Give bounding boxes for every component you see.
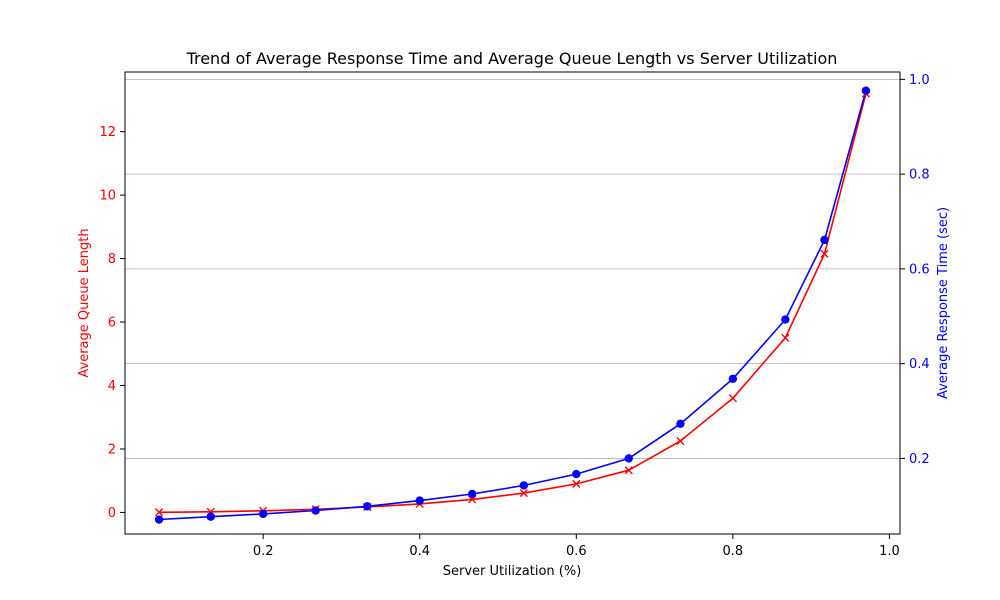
response-time-point (676, 419, 685, 429)
right-y-axis-label: Average Response Time (sec) (936, 207, 951, 399)
x-tick-label: 1.0 (879, 544, 900, 559)
grid-lines (125, 78, 900, 459)
right-y-tick-label: 0.6 (909, 262, 930, 277)
queue-length-point (781, 333, 790, 342)
chart-title: Trend of Average Response Time and Avera… (186, 49, 838, 68)
left-y-tick-label: 4 (108, 379, 116, 394)
queue-length-point (820, 249, 829, 258)
left-y-tick-label: 10 (99, 189, 116, 204)
x-tick-label: 0.8 (723, 544, 744, 559)
x-axis-ticks: 0.2 0.4 0.6 0.8 1.0 (253, 534, 900, 559)
plot-frame (124, 71, 901, 535)
right-y-tick-label: 0.2 (909, 452, 930, 467)
response-time-point (154, 515, 164, 524)
left-y-tick-label: 6 (108, 316, 116, 331)
x-axis-label: Server Utilization (%) (443, 564, 582, 579)
x-tick-label: 0.2 (253, 544, 274, 559)
response-time-series-line (159, 90, 867, 521)
series-markers (154, 86, 871, 524)
x-tick-label: 0.4 (409, 544, 430, 559)
queue-length-series-line (159, 93, 867, 514)
response-time-point (311, 506, 320, 515)
queue-length-point (519, 488, 528, 498)
queue-length-point (624, 466, 633, 475)
right-y-tick-label: 0.4 (909, 357, 930, 372)
left-y-tick-label: 0 (108, 506, 116, 521)
response-time-point (258, 509, 268, 519)
response-time-point (363, 502, 372, 511)
response-time-point (467, 489, 477, 499)
queue-length-point (154, 508, 164, 517)
response-time-point (624, 454, 633, 463)
left-y-axis-ticks: 0 2 4 6 8 10 12 (99, 125, 125, 521)
response-time-point (519, 481, 529, 490)
left-y-axis-label: Average Queue Length (77, 228, 92, 377)
queue-length-point (728, 394, 737, 403)
right-y-tick-label: 1.0 (909, 73, 930, 88)
series-lines (159, 90, 867, 521)
response-time-point (572, 469, 581, 479)
right-y-tick-label: 0.8 (909, 168, 930, 183)
response-time-point (415, 496, 424, 505)
x-tick-label: 0.6 (566, 544, 587, 559)
response-time-point (820, 235, 829, 245)
response-time-point (728, 374, 738, 384)
queue-length-point (676, 436, 685, 446)
left-y-tick-label: 12 (99, 125, 116, 140)
queue-length-point (572, 479, 581, 488)
response-time-point (206, 512, 215, 521)
left-y-tick-label: 8 (108, 252, 116, 267)
response-time-point (861, 86, 871, 95)
response-time-point (781, 315, 790, 324)
left-y-tick-label: 2 (108, 442, 116, 457)
right-y-axis-ticks: 0.2 0.4 0.6 0.8 1.0 (900, 73, 930, 467)
